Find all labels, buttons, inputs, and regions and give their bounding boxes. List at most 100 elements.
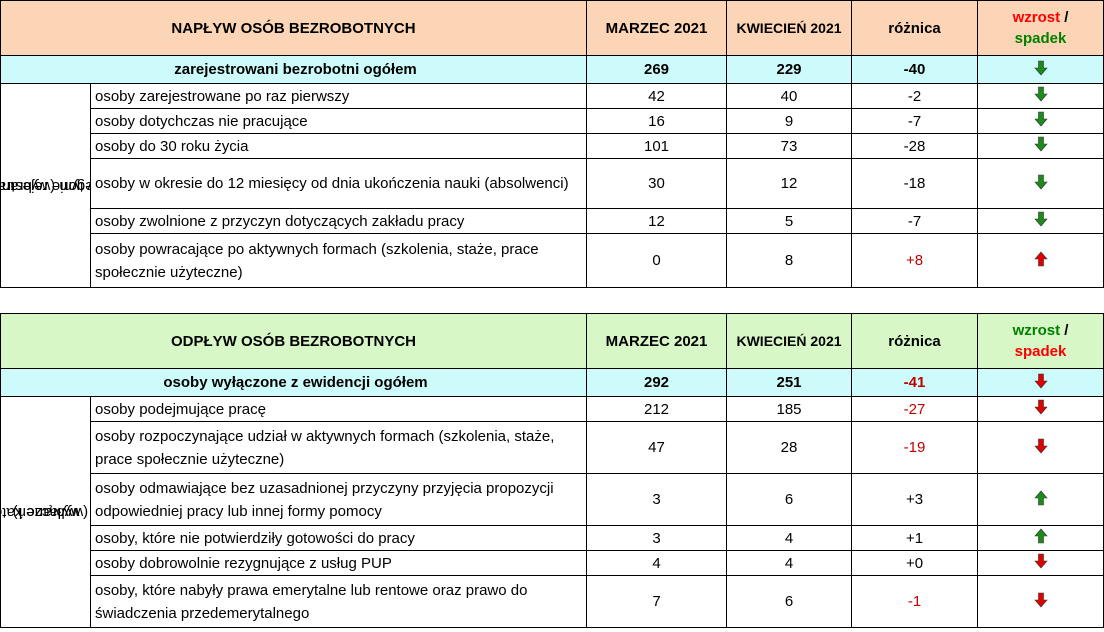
arrow-down-icon [977,108,1104,134]
row-april: 9 [726,108,853,134]
arrow-down-icon [1033,553,1048,569]
row-label: osoby powracające po aktywnych formach (… [89,233,588,288]
row-label: osoby zwolnione z przyczyn dotyczących z… [89,208,588,234]
row-diff: -1 [851,575,979,628]
outflow-total-row: osoby wyłączone z ewidencji ogółem 292 2… [0,368,1104,397]
total-april: 229 [726,55,853,84]
row-label: osoby, które nabyły prawa emerytalne lub… [89,575,588,628]
row-label: osoby rozpoczynające udział w aktywnych … [89,421,588,474]
arrow-up-icon [1033,490,1048,505]
row-diff: -19 [851,421,979,474]
table-row: osoby, które nabyły prawa emerytalne lub… [1,575,1104,628]
arrow-down-icon [1033,111,1048,127]
table-row: osoby rozpoczynające udział w aktywnych … [1,421,1104,474]
row-label: osoby zarejestrowane po raz pierwszy [89,83,588,109]
table-row: osoby dotychczas nie pracujące 16 9 -7 [1,108,1104,134]
table-row: osoby dobrowolnie rezygnujące z usług PU… [1,550,1104,576]
row-diff: +0 [851,550,979,576]
arrow-down-icon [977,83,1104,109]
total-diff: -40 [851,55,979,84]
table-row: osoby powracające po aktywnych formach (… [1,233,1104,288]
arrow-up-icon [1033,251,1048,266]
row-march: 212 [586,396,728,422]
total-april: 251 [726,368,853,397]
row-march: 30 [586,158,728,209]
row-april: 185 [726,396,853,422]
arrow-down-icon [977,421,1104,474]
arrow-down-icon [1033,86,1048,102]
row-diff: -18 [851,158,979,209]
row-april: 8 [726,233,853,288]
row-label: osoby dobrowolnie rezygnujące z usług PU… [89,550,588,576]
outflow-title: ODPŁYW OSÓB BEZROBOTNYCH [0,313,588,369]
row-label: osoby dotychczas nie pracujące [89,108,588,134]
arrow-down-icon [977,133,1104,159]
row-diff: +8 [851,233,979,288]
arrow-down-icon [977,550,1104,576]
arrow-down-icon [1033,399,1048,415]
row-diff: -27 [851,396,979,422]
row-march: 0 [586,233,728,288]
col-march: MARZEC 2021 [586,0,728,56]
arrow-down-icon [977,158,1104,209]
row-march: 3 [586,525,728,551]
total-march: 269 [586,55,728,84]
row-april: 6 [726,473,853,526]
arrow-up-icon [977,233,1104,288]
table-row: w tym (wybrane kategoriewyłączeń) osoby … [0,396,1104,628]
row-march: 42 [586,83,728,109]
row-march: 47 [586,421,728,474]
row-label: osoby w okresie do 12 miesięcy od dnia u… [89,158,588,209]
row-diff: +3 [851,473,979,526]
inflow-table: NAPŁYW OSÓB BEZROBOTNYCH MARZEC 2021 KWI… [0,0,1104,288]
arrow-down-icon [977,208,1104,234]
arrow-down-icon [977,368,1104,397]
arrow-up-icon [977,473,1104,526]
row-march: 101 [586,133,728,159]
row-march: 4 [586,550,728,576]
arrow-down-icon [1033,211,1048,227]
inflow-side-label: w tym (wybranekategorie rejestracji) [0,83,91,288]
trend-up-label: wzrost [1012,9,1061,26]
row-april: 6 [726,575,853,628]
row-diff: -7 [851,208,979,234]
outflow-side-label: w tym (wybrane kategoriewyłączeń) [0,396,91,628]
row-label: osoby, które nie potwierdziły gotowości … [89,525,588,551]
total-label: zarejestrowani bezrobotni ogółem [0,55,588,84]
table-row: osoby odmawiające bez uzasadnionej przyc… [1,473,1104,526]
col-april: KWIECIEŃ 2021 [726,313,853,369]
row-march: 7 [586,575,728,628]
row-diff: -7 [851,108,979,134]
col-trend: wzrost / spadek [977,313,1104,369]
row-april: 12 [726,158,853,209]
total-march: 292 [586,368,728,397]
row-april: 4 [726,525,853,551]
col-march: MARZEC 2021 [586,313,728,369]
table-row: w tym (wybranekategorie rejestracji) oso… [0,83,1104,288]
table-row: osoby, które nie potwierdziły gotowości … [1,525,1104,551]
arrow-down-icon [977,575,1104,628]
trend-sep: / [1064,322,1069,339]
col-diff: różnica [851,0,979,56]
row-april: 4 [726,550,853,576]
table-row: osoby w okresie do 12 miesięcy od dnia u… [1,158,1104,209]
arrow-down-icon [1033,592,1048,607]
arrow-down-icon [1033,136,1048,152]
arrow-down-icon [1033,174,1048,189]
trend-up-label: wzrost [1012,322,1061,339]
row-label: osoby do 30 roku życia [89,133,588,159]
arrow-down-icon [1033,438,1048,453]
row-april: 73 [726,133,853,159]
arrow-down-icon [977,55,1104,84]
row-diff: -28 [851,133,979,159]
total-label: osoby wyłączone z ewidencji ogółem [0,368,588,397]
col-diff: różnica [851,313,979,369]
row-april: 40 [726,83,853,109]
inflow-title: NAPŁYW OSÓB BEZROBOTNYCH [0,0,588,56]
inflow-total-row: zarejestrowani bezrobotni ogółem 269 229… [0,55,1104,84]
row-march: 12 [586,208,728,234]
arrow-down-icon [1033,373,1048,388]
row-april: 28 [726,421,853,474]
trend-sep: / [1064,9,1069,26]
arrow-up-icon [1033,528,1048,544]
